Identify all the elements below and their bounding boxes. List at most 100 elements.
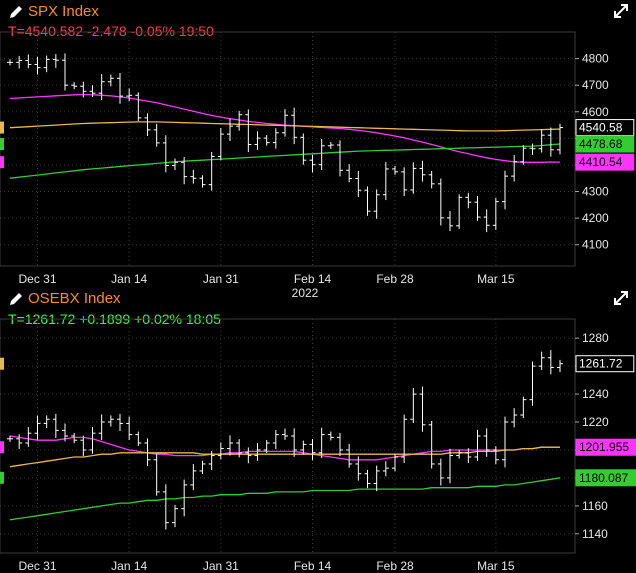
value-tag-box: [575, 355, 635, 373]
ohlc-bar: [208, 151, 215, 191]
ohlc-bar: [43, 55, 50, 73]
ohlc-bar: [456, 449, 463, 459]
pencil-icon[interactable]: [8, 291, 24, 307]
ohlc-bar: [34, 56, 41, 75]
ma-slow-line: [9, 477, 561, 521]
ohlc-bar: [300, 440, 307, 455]
value-tag-box: [575, 469, 636, 487]
plot-frame: [0, 31, 576, 267]
ohlc-bar: [89, 427, 96, 454]
expand-icon[interactable]: [612, 289, 630, 307]
ohlc-bar: [62, 53, 68, 91]
pencil-icon[interactable]: [8, 4, 24, 20]
y-tick-label: 1280: [582, 331, 609, 345]
ohlc-bar: [62, 423, 68, 442]
ohlc-bar: [465, 448, 472, 464]
ohlc-bar: [447, 448, 453, 484]
ohlc-bar: [547, 127, 554, 157]
ohlc-bar: [272, 128, 279, 149]
osebx-panel: OSEBX Index T=1261.72 +0.1899 +0.02% 18:…: [0, 287, 636, 573]
ohlc-bar: [282, 428, 288, 440]
x-tick-label: Feb 14: [294, 272, 332, 286]
spx-panel: SPX Index T=4540.582 -2.478 -0.05% 19:50…: [0, 0, 636, 300]
ohlc-bar: [190, 169, 197, 184]
ohlc-bar: [410, 162, 417, 194]
y-tick-label: 4800: [582, 52, 609, 66]
ohlc-bar: [529, 361, 536, 406]
ohlc-bar: [181, 156, 188, 185]
ohlc-bar: [538, 129, 545, 153]
left-marker: [0, 156, 4, 169]
ohlc-bar: [117, 413, 123, 432]
ohlc-bar: [428, 421, 435, 469]
ohlc-bar: [419, 160, 426, 182]
ohlc-bar: [346, 443, 353, 468]
ohlc-bar: [465, 192, 472, 209]
x-tick-label: Jan 31: [203, 272, 239, 286]
ohlc-bar: [520, 145, 527, 165]
x-year-label: 2022: [292, 286, 319, 300]
ohlc-bar: [126, 88, 133, 102]
ohlc-bar: [199, 460, 206, 474]
ohlc-bar: [309, 439, 316, 461]
expand-icon[interactable]: [612, 2, 630, 20]
ohlc-bar: [236, 110, 243, 131]
ohlc-bar: [227, 435, 233, 456]
ohlc-bar: [144, 113, 151, 136]
ohlc-bar: [245, 447, 252, 464]
panel-title: OSEBX Index: [28, 290, 121, 307]
plot-frame: [0, 318, 576, 554]
y-tick-label: 4600: [582, 105, 609, 119]
value-tag: 4478.68: [575, 135, 635, 153]
ohlc-bar: [71, 432, 78, 444]
ohlc-bar: [245, 109, 252, 153]
osebx-chart[interactable]: Dec 31 Jan 14 Jan 31 Feb 14 Feb 28 Mar 15 2022…: [0, 287, 636, 573]
value-tag-label: 4410.54: [579, 155, 623, 169]
ohlc-bar: [263, 439, 270, 454]
ohlc-bar: [43, 415, 50, 429]
x-tick-label: Feb 28: [376, 559, 414, 573]
value-tag-label: 4540.58: [579, 121, 623, 135]
ohlc-bar: [153, 453, 160, 496]
ma-slow-line: [9, 143, 561, 179]
ohlc-bar: [529, 143, 536, 155]
ohlc-bar: [190, 464, 197, 491]
left-marker: [0, 138, 4, 151]
ohlc-bar: [538, 351, 545, 370]
ohlc-bar: [172, 504, 178, 528]
ohlc-bar: [208, 450, 215, 471]
ohlc-bar: [337, 432, 343, 457]
value-tag: 4410.54: [575, 153, 635, 171]
ohlc-bar: [117, 72, 123, 104]
x-tick-label: Jan 31: [203, 559, 239, 573]
ohlc-bar: [291, 428, 298, 457]
y-tick-label: 1140: [582, 527, 608, 541]
ohlc-bar: [291, 107, 298, 145]
ohlc-bar: [373, 465, 380, 492]
ohlc-bar: [300, 133, 307, 165]
y-tick-label: 4200: [582, 211, 609, 225]
ohlc-bar: [547, 350, 554, 375]
ohlc-bar: [98, 414, 105, 441]
ohlc-bar: [282, 109, 288, 137]
ohlc-bar: [401, 414, 408, 464]
value-tag-box: [575, 438, 636, 456]
ohlc-bar: [25, 54, 32, 69]
ohlc-bar: [474, 196, 481, 221]
ohlc-bar: [502, 416, 508, 468]
ohlc-bar: [135, 431, 142, 447]
ohlc-bar: [492, 446, 499, 465]
x-tick-label: Mar 15: [477, 559, 515, 573]
panel-quote: T=4540.582 -2.478 -0.05% 19:50: [8, 23, 214, 39]
ohlc-bar: [318, 427, 325, 459]
x-tick-label: Jan 14: [111, 559, 147, 573]
ohlc-bar: [263, 135, 270, 146]
ohlc-bar: [492, 197, 499, 230]
ohlc-bar: [144, 438, 151, 466]
spx-chart[interactable]: Dec 31 Jan 14 Jan 31 Feb 14 Feb 28 Mar 15 2022…: [0, 0, 636, 300]
ohlc-bar: [52, 54, 59, 68]
ohlc-bar: [474, 429, 481, 461]
x-tick-label: Feb 14: [294, 559, 332, 573]
value-tag-label: 4478.68: [579, 137, 623, 151]
ohlc-bar: [172, 158, 178, 171]
